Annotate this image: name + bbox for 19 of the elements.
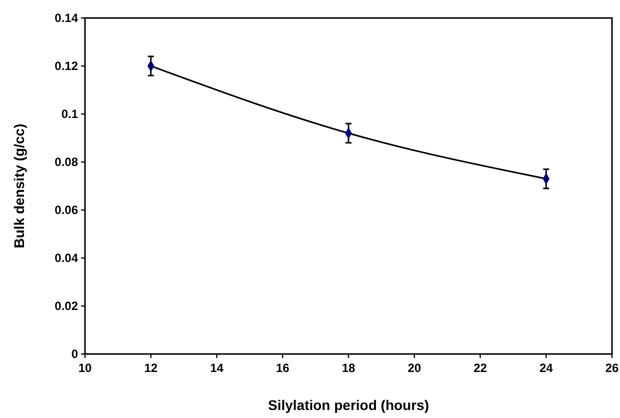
x-tick-label: 20 [408, 361, 422, 375]
x-tick-label: 12 [144, 361, 158, 375]
x-tick-label: 14 [210, 361, 224, 375]
y-tick-label: 0.14 [54, 11, 78, 25]
x-tick-label: 22 [474, 361, 488, 375]
y-axis-title: Bulk density (g/cc) [11, 124, 27, 248]
x-tick-label: 24 [539, 361, 554, 375]
x-axis-title: Silylation period (hours) [268, 397, 430, 413]
y-tick-label: 0.06 [54, 203, 78, 217]
y-tick-label: 0.1 [61, 107, 78, 121]
y-tick-label: 0.08 [54, 155, 78, 169]
y-tick-label: 0 [71, 347, 78, 361]
x-tick-label: 10 [78, 361, 92, 375]
x-tick-label: 18 [342, 361, 356, 375]
y-tick-label: 0.12 [54, 59, 78, 73]
x-tick-label: 26 [605, 361, 619, 375]
y-tick-label: 0.04 [54, 251, 78, 265]
x-tick-label: 16 [276, 361, 290, 375]
y-tick-label: 0.02 [54, 299, 78, 313]
